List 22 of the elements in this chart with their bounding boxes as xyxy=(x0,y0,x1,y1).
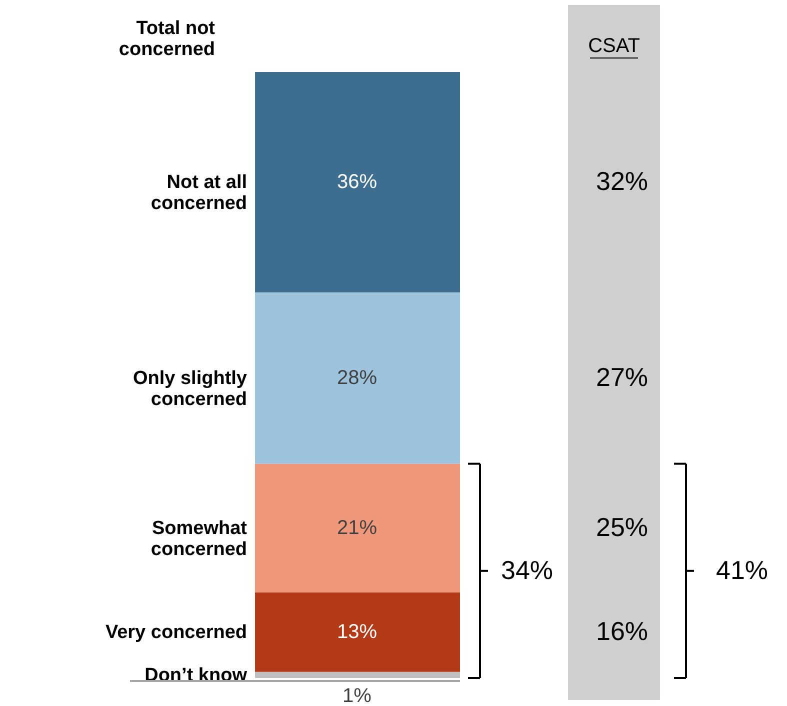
text: 25% xyxy=(596,512,648,542)
text: 34% xyxy=(500,554,554,585)
data-label: 36% xyxy=(336,171,378,194)
text: 27% xyxy=(596,362,648,392)
data-label: 13% xyxy=(336,621,378,644)
text: 32% xyxy=(596,166,648,196)
series-label: Not at all concerned xyxy=(150,172,247,214)
data-label: 28% xyxy=(336,367,378,390)
text: Total not concerned xyxy=(118,18,216,60)
series-label: Somewhat concerned xyxy=(150,518,248,560)
bar xyxy=(255,672,460,678)
data-label: 1% xyxy=(342,685,372,706)
series-label: Only slightly concerned xyxy=(132,368,248,410)
bar xyxy=(255,292,460,464)
bar xyxy=(255,464,460,592)
bar xyxy=(255,592,460,672)
text: 41% xyxy=(716,554,768,585)
bar xyxy=(255,72,460,292)
text: CSAT xyxy=(588,35,640,57)
series-label: Very concerned xyxy=(105,622,247,644)
data-label: 21% xyxy=(336,517,378,540)
text: 16% xyxy=(596,616,648,646)
